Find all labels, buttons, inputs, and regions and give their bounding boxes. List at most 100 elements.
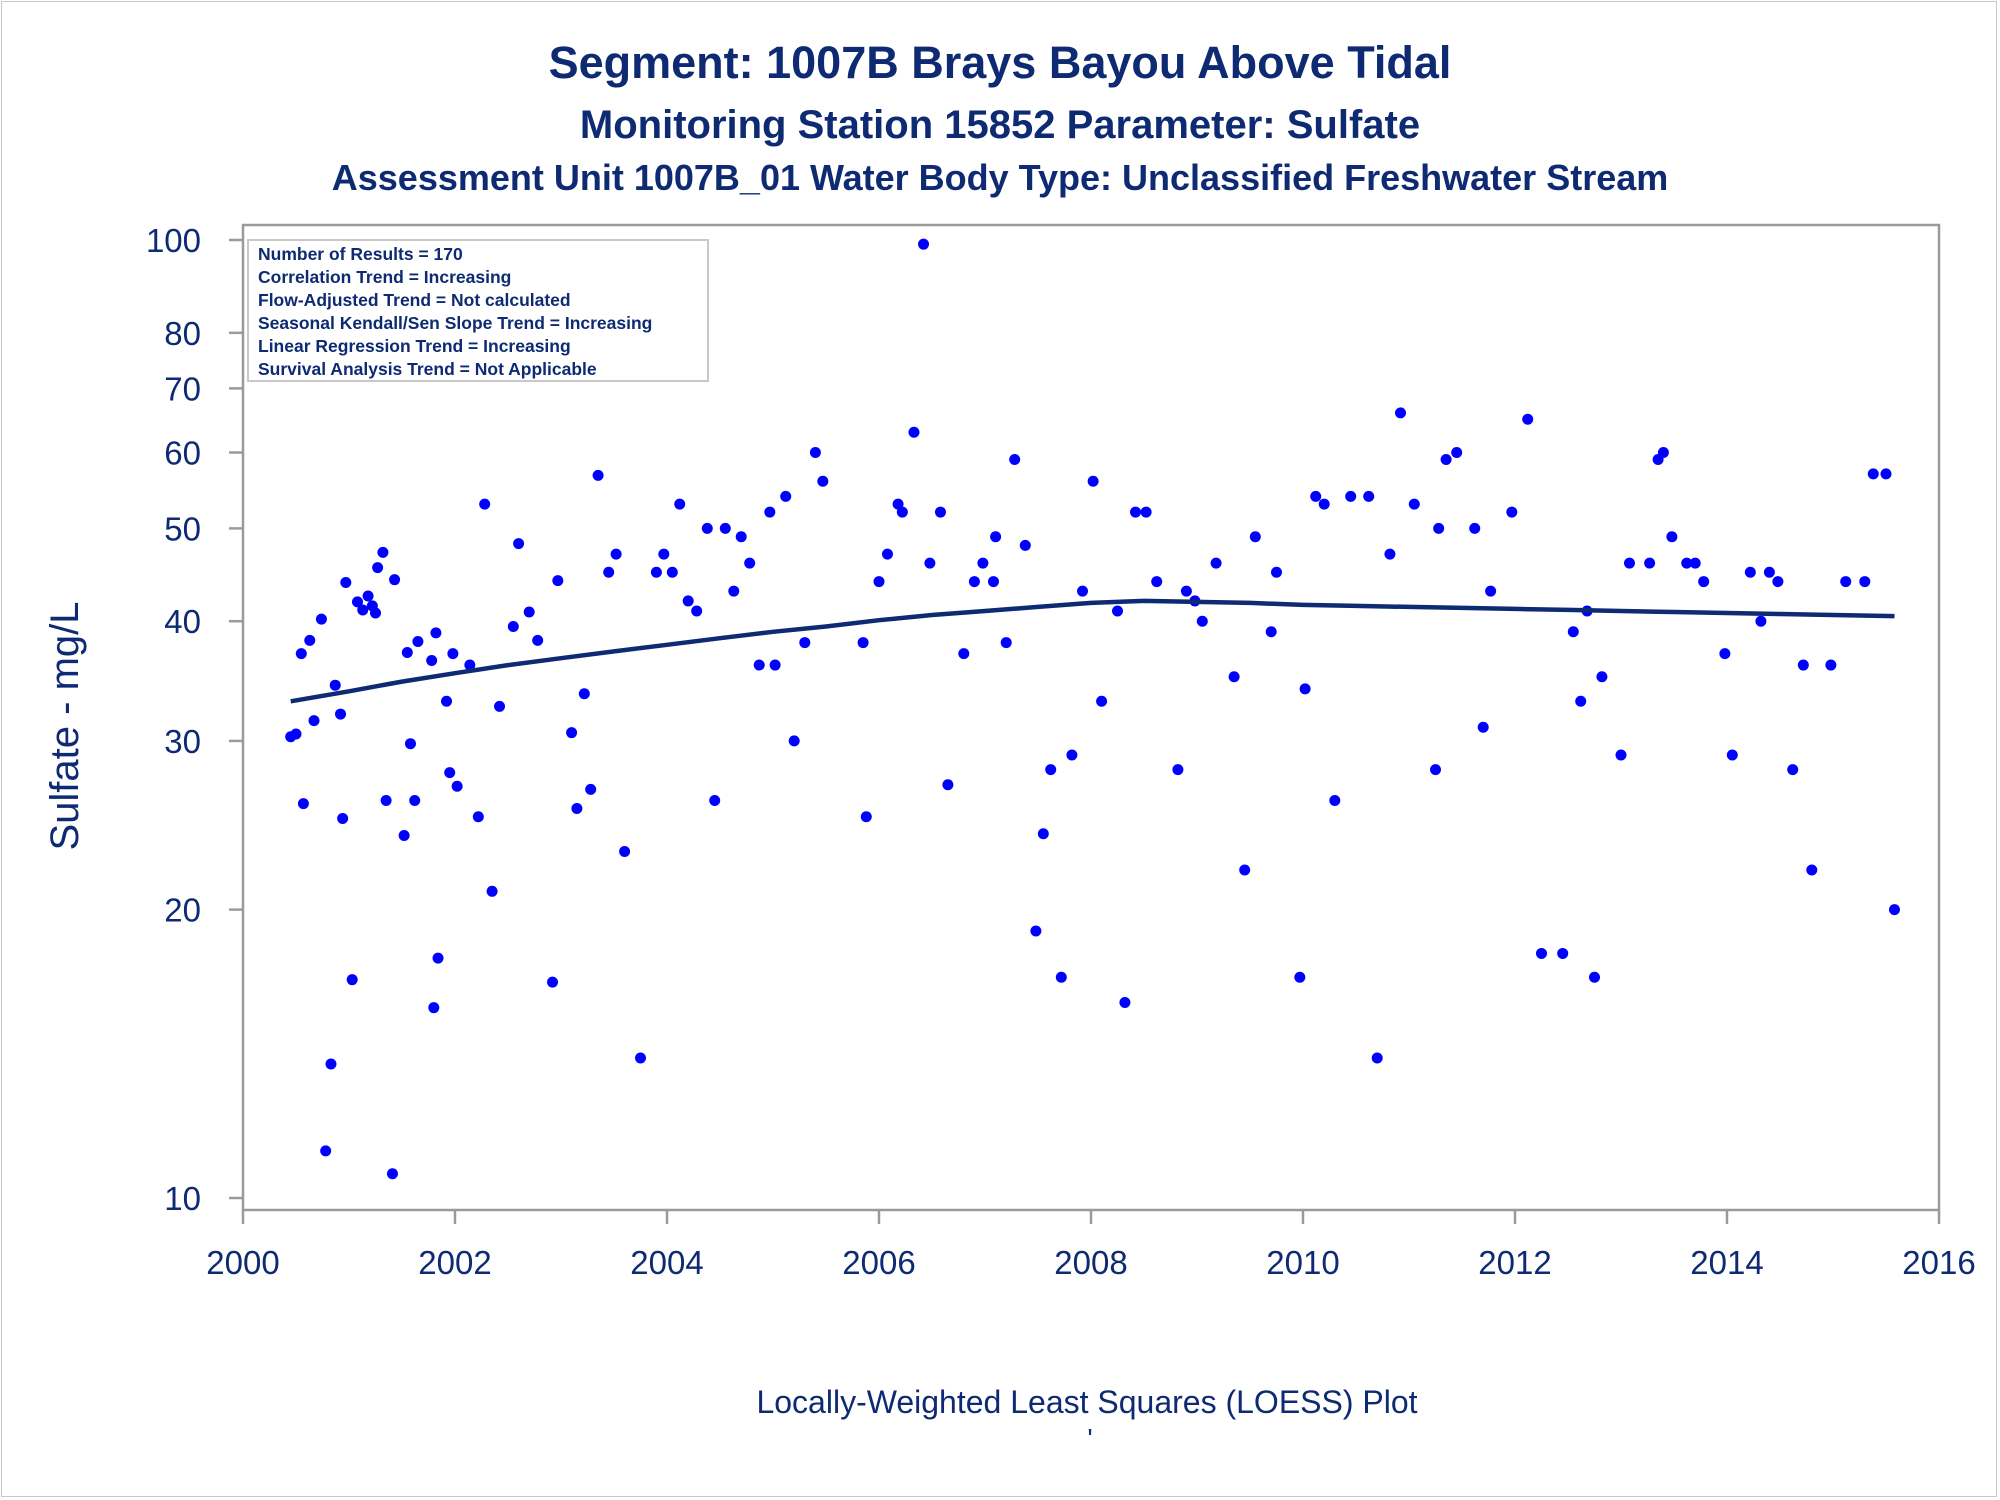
data-point (592, 469, 604, 481)
data-point (494, 700, 506, 712)
x-tick-label: 2014 (1690, 1244, 1763, 1281)
x-tick-label: 2006 (842, 1244, 915, 1281)
data-point (1536, 947, 1547, 959)
data-point (1077, 585, 1089, 597)
data-point (1719, 648, 1731, 660)
data-point (295, 648, 307, 660)
data-point (1657, 447, 1669, 459)
data-point (1180, 585, 1192, 597)
data-point (389, 574, 401, 586)
data-point (532, 634, 544, 646)
data-point (308, 715, 320, 727)
data-point (1119, 996, 1131, 1008)
data-point (1228, 671, 1240, 683)
stats-line: Seasonal Kendall/Sen Slope Trend = Incre… (258, 313, 652, 333)
data-point (1329, 794, 1341, 806)
data-point (977, 557, 989, 569)
data-point (1763, 566, 1775, 578)
data-point (1384, 548, 1396, 560)
x-tick-label: 2004 (630, 1244, 703, 1281)
data-point (1430, 764, 1441, 776)
data-point (585, 783, 597, 795)
data-point (297, 798, 309, 810)
data-point (337, 812, 349, 824)
data-point (507, 620, 519, 632)
data-point (603, 566, 615, 578)
data-point (441, 695, 453, 707)
data-point (447, 648, 459, 660)
data-point (1000, 637, 1012, 649)
data-point (362, 590, 374, 602)
scatter-series (285, 238, 1900, 1180)
stats-line: Number of Results = 170 (258, 244, 463, 264)
data-point (1596, 671, 1608, 683)
data-point (1066, 749, 1078, 761)
data-point (958, 648, 970, 660)
data-point (578, 688, 590, 700)
data-point (1623, 557, 1635, 569)
data-point (398, 829, 410, 841)
data-point (340, 577, 352, 589)
stats-box-frame (247, 239, 709, 382)
loess-line (290, 598, 1895, 704)
data-point (881, 548, 893, 560)
data-point (1666, 531, 1678, 543)
data-point (1433, 522, 1445, 534)
data-point (412, 635, 424, 647)
y-axis-label: Sulfate - mg/L (43, 601, 87, 850)
data-point (1755, 615, 1767, 627)
data-point (1009, 454, 1021, 466)
data-point (1318, 498, 1330, 510)
data-point (857, 637, 869, 649)
chart-subtitle-2: Assessment Unit 1007B_01 Water Body Type… (332, 157, 1669, 198)
data-point (325, 1058, 337, 1070)
data-point (1019, 539, 1031, 551)
data-point (1806, 864, 1818, 876)
data-point (430, 627, 442, 639)
data-point (404, 738, 416, 750)
data-point (464, 659, 476, 671)
data-point (1859, 576, 1871, 588)
stats-line: Flow-Adjusted Trend = Not calculated (258, 290, 571, 310)
data-point (377, 546, 389, 558)
data-point (1395, 407, 1407, 419)
data-point (1130, 506, 1142, 518)
data-point (908, 426, 920, 438)
data-point (1408, 498, 1420, 510)
data-point (918, 238, 930, 250)
data-point (788, 735, 800, 747)
data-point (571, 803, 583, 815)
data-point (552, 575, 564, 587)
x-tick-label: 2008 (1054, 1244, 1127, 1281)
data-point (513, 538, 525, 550)
data-point (428, 1002, 440, 1014)
data-point (1744, 566, 1756, 578)
data-point (1689, 557, 1701, 569)
x-tick-label: 2012 (1478, 1244, 1551, 1281)
data-point (635, 1052, 646, 1064)
data-point (1030, 925, 1042, 937)
data-point (719, 522, 731, 534)
data-point (370, 607, 381, 619)
data-point (432, 952, 444, 964)
data-point (409, 794, 421, 806)
data-point (1310, 490, 1322, 502)
data-point (990, 531, 1002, 543)
data-point (728, 585, 740, 597)
data-point (486, 885, 498, 897)
x-axis: 2000 2002 2004 2006 2008 2010 2012 2014 2016 (206, 1210, 1976, 1281)
data-point (1345, 490, 1357, 502)
data-point (315, 613, 327, 625)
stats-line: Survival Analysis Trend = Not Applicable (258, 359, 597, 379)
data-point (1772, 576, 1784, 588)
data-point (1249, 531, 1261, 543)
x-tick-label: 2000 (206, 1244, 279, 1281)
data-point (1172, 764, 1184, 776)
data-point (1797, 659, 1809, 671)
data-point (351, 596, 363, 608)
y-tick-label: 20 (164, 892, 201, 929)
stats-line: Correlation Trend = Increasing (258, 267, 511, 287)
data-point (1140, 506, 1152, 518)
data-point (346, 974, 358, 986)
